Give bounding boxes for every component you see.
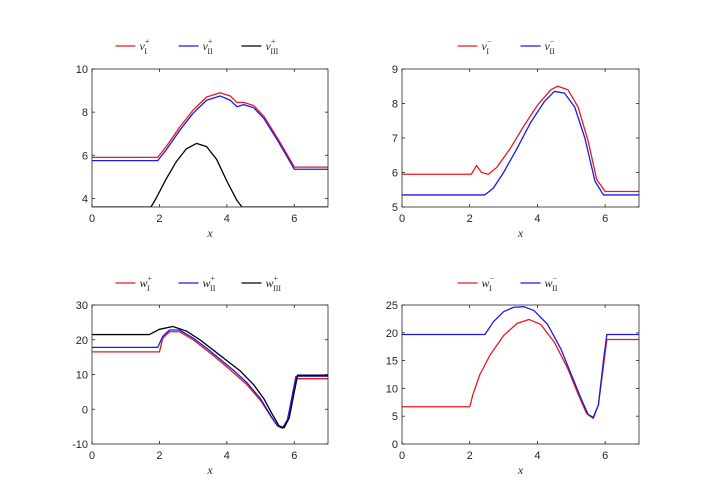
y-tick-label: 8 xyxy=(82,107,88,119)
legend-entry: v− II xyxy=(545,37,556,56)
series-line-v-i xyxy=(402,85,639,193)
y-tick-label: 30 xyxy=(76,300,88,312)
axes-frame xyxy=(401,304,640,445)
panel-w-minus: 0 2 4 6 0 5 10 15 20 25 x w− I w− II xyxy=(386,274,640,477)
y-tick-label: 0 xyxy=(392,439,398,451)
x-axis-label: x xyxy=(206,463,213,477)
x-tick-label: 4 xyxy=(534,213,540,225)
x-tick-label: 4 xyxy=(224,450,230,462)
series-line-v-ii xyxy=(402,90,639,196)
x-tick-label: 6 xyxy=(291,213,297,225)
legend: w− I w− II xyxy=(457,274,558,293)
legend: v− I v− II xyxy=(457,37,556,56)
x-tick-label: 4 xyxy=(224,213,230,225)
legend-entry: v+ I xyxy=(140,37,150,56)
y-tick-label: 0 xyxy=(82,404,88,416)
y-tick-label: 10 xyxy=(76,64,88,76)
x-tick-label: 4 xyxy=(534,450,540,462)
series-line-v-ii xyxy=(92,95,328,170)
legend-entry: w− I xyxy=(482,274,495,293)
panel-v-minus: 0 2 4 6 5 6 7 8 9 x v− I v− II xyxy=(392,37,640,240)
y-tick-label: 7 xyxy=(392,133,398,145)
y-tick-label: 15 xyxy=(386,356,398,368)
legend-entry: w+ II xyxy=(203,274,216,293)
x-tick-label: 6 xyxy=(602,450,608,462)
x-tick-label: 0 xyxy=(399,213,405,225)
x-axis-label: x xyxy=(517,463,524,477)
x-tick-label: 6 xyxy=(602,213,608,225)
panel-v-plus: 0 2 4 6 4 6 8 10 x v+ I v+ II v+ III xyxy=(76,37,329,240)
x-axis-label: x xyxy=(206,226,213,240)
series-line-w-ii xyxy=(92,329,328,429)
y-tick-label: 20 xyxy=(386,328,398,340)
y-tick-label: 5 xyxy=(392,202,398,214)
legend-entry: v− I xyxy=(482,37,492,56)
legend-entry: v+ II xyxy=(203,37,214,56)
y-tick-label: 25 xyxy=(386,300,398,312)
y-tick-label: 10 xyxy=(76,370,88,382)
y-tick-label: 10 xyxy=(386,383,398,395)
legend-entry: w+ III xyxy=(266,274,282,293)
plot-area xyxy=(92,69,328,207)
y-tick-label: 4 xyxy=(82,193,88,205)
y-tick-label: 8 xyxy=(392,99,398,111)
series-line-w-iii xyxy=(92,325,328,429)
y-tick-label: -10 xyxy=(72,439,88,451)
x-tick-label: 2 xyxy=(156,213,162,225)
x-tick-label: 0 xyxy=(399,450,405,462)
x-tick-label: 6 xyxy=(291,450,297,462)
y-tick-label: 20 xyxy=(76,335,88,347)
series-line-v-i xyxy=(92,92,328,168)
y-tick-label: 5 xyxy=(392,411,398,423)
plot-area xyxy=(92,305,328,444)
x-tick-label: 0 xyxy=(89,213,95,225)
axes-frame xyxy=(91,68,329,208)
y-tick-label: 9 xyxy=(392,64,398,76)
legend-entry: w+ I xyxy=(140,274,153,293)
x-tick-label: 0 xyxy=(89,450,95,462)
series-line-w-ii xyxy=(402,306,639,418)
legend-entry: v+ III xyxy=(266,37,279,56)
legend: w+ I w+ II w+ III xyxy=(115,274,282,293)
x-tick-label: 2 xyxy=(467,213,473,225)
y-tick-label: 6 xyxy=(392,168,398,180)
plot-area xyxy=(402,305,639,444)
x-axis-label: x xyxy=(517,226,524,240)
series-line-v-iii xyxy=(92,142,328,207)
legend: v+ I v+ II v+ III xyxy=(115,37,279,56)
plot-area xyxy=(402,69,639,207)
x-tick-label: 2 xyxy=(467,450,473,462)
x-tick-label: 2 xyxy=(156,450,162,462)
legend-entry: w− II xyxy=(545,274,558,293)
y-tick-label: 6 xyxy=(82,150,88,162)
